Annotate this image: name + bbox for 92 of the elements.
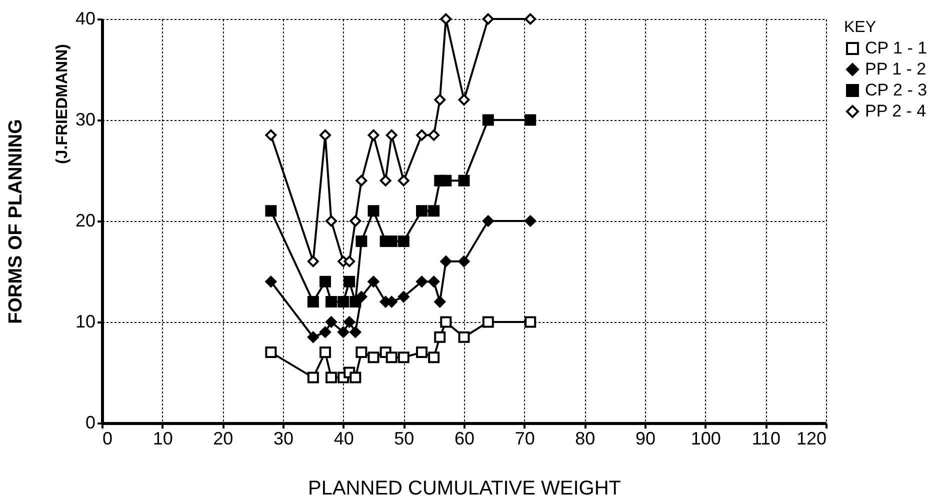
point: [350, 215, 362, 227]
point: [434, 331, 446, 343]
point: [398, 352, 410, 364]
point: [482, 316, 494, 328]
point: [319, 346, 331, 358]
point: [524, 316, 536, 328]
point: [428, 352, 440, 364]
x-tick-label: 80: [575, 428, 596, 448]
x-tick-label: 0: [102, 428, 113, 448]
y-tick-label: 0: [85, 412, 96, 432]
point: [434, 296, 446, 308]
point: [398, 291, 410, 302]
x-tick-label: 110: [752, 428, 781, 448]
y-tick-label: 10: [75, 312, 96, 332]
point: [428, 129, 440, 141]
point: [368, 276, 380, 288]
legend-title: KEY: [844, 19, 876, 36]
point: [440, 174, 452, 186]
point: [307, 331, 319, 343]
text: (J.FRIEDMANN): [54, 44, 71, 164]
point: [440, 13, 452, 25]
point: [482, 114, 494, 126]
point: [458, 256, 470, 268]
y-tick-label: 40: [75, 8, 96, 28]
x-tick-label: 40: [334, 428, 354, 448]
point: [356, 235, 368, 247]
point: [350, 326, 362, 338]
point: [428, 205, 440, 217]
point: [326, 215, 338, 227]
point: [307, 372, 319, 384]
point: [416, 276, 428, 288]
point: [524, 114, 536, 126]
point: [350, 372, 362, 384]
point: [398, 235, 410, 247]
point: [265, 129, 277, 141]
point: [386, 129, 398, 141]
point: [398, 174, 410, 186]
point: [265, 276, 277, 288]
point: [344, 316, 356, 328]
point: [440, 316, 452, 328]
point: [368, 129, 380, 141]
point: [368, 352, 380, 364]
legend-label: PP 1 - 2: [865, 60, 926, 78]
point: [319, 276, 331, 288]
point: [338, 326, 350, 338]
point: [338, 296, 350, 308]
point: [386, 352, 398, 364]
point: [265, 346, 277, 358]
point: [326, 316, 338, 328]
point: [307, 256, 319, 268]
legend-label: CP 1 - 1: [865, 38, 928, 58]
point: [344, 276, 356, 288]
legend-label: PP 2 - 4: [865, 102, 926, 120]
point: [350, 296, 362, 308]
x-tick-label: 70: [514, 428, 535, 448]
point: [319, 129, 331, 141]
x-tick-label: 60: [454, 428, 475, 448]
point: [344, 256, 356, 268]
point: [416, 129, 428, 141]
x-tick-label: 120: [796, 428, 826, 448]
x-tick-label: 20: [213, 428, 234, 448]
point: [458, 94, 470, 106]
point: [482, 13, 494, 25]
point: [416, 205, 428, 217]
x-tick-label: 50: [394, 428, 414, 448]
point: [458, 331, 470, 343]
legend-label: CP 2 - 3: [865, 80, 928, 100]
point: [416, 346, 428, 358]
point: [524, 215, 536, 227]
x-tick-label: 30: [273, 428, 294, 448]
point: [428, 276, 440, 288]
point: [265, 205, 277, 217]
point: [458, 174, 470, 186]
point: [524, 13, 536, 25]
point: [482, 215, 494, 227]
point: [440, 256, 452, 268]
point: [368, 205, 380, 217]
point: [356, 174, 368, 186]
x-tick-label: 90: [635, 428, 656, 448]
x-axis-title: PLANNED CUMULATIVE WEIGHT: [308, 478, 621, 500]
point: [434, 94, 446, 106]
y-axis-title: FORMS OF PLANNING: [5, 119, 26, 324]
point: [356, 346, 368, 358]
y-tick-label: 30: [75, 110, 96, 130]
y-tick-label: 20: [75, 210, 96, 230]
point: [307, 296, 319, 308]
point: [319, 326, 331, 338]
point: [380, 174, 392, 186]
point: [326, 372, 338, 384]
x-tick-label: 100: [690, 428, 721, 448]
x-tick-label: 10: [152, 428, 173, 448]
point: [326, 296, 338, 308]
